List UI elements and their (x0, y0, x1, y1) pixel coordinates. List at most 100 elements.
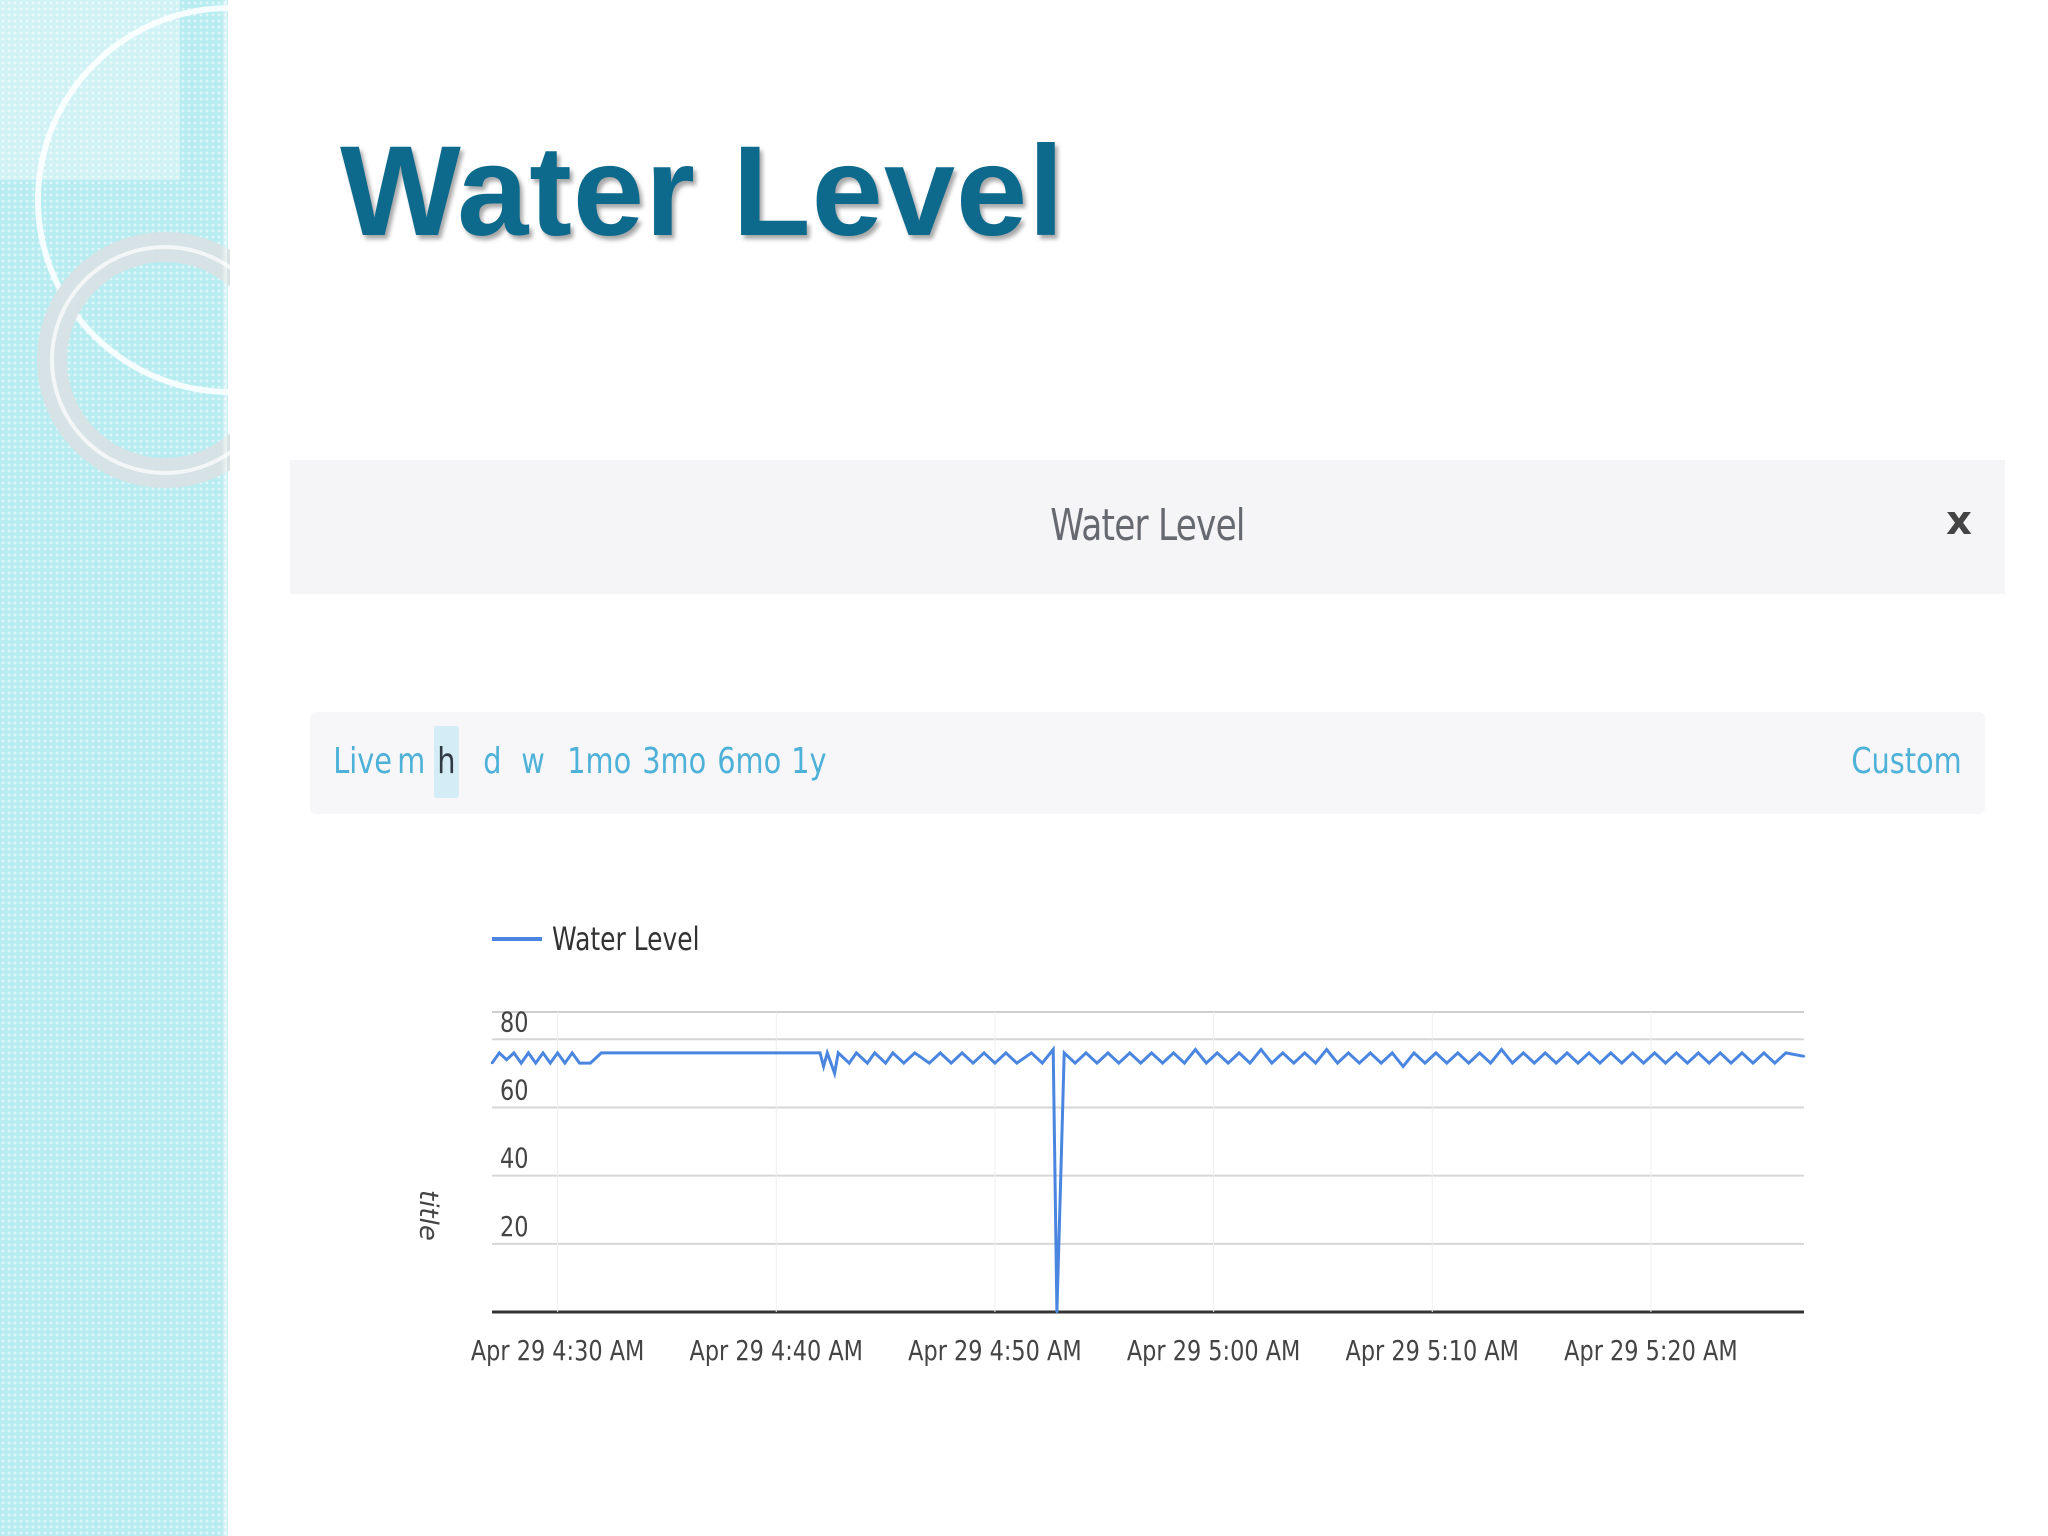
x-tick-label: Apr 29 4:50 AM (908, 1333, 1082, 1366)
data-point (1055, 1310, 1059, 1314)
data-point (600, 1051, 603, 1055)
x-tick-label: Apr 29 5:20 AM (1564, 1333, 1738, 1366)
y-tick-label: 60 (500, 1073, 528, 1106)
panel-title: Water Level (1050, 500, 1245, 551)
data-point (1773, 1061, 1777, 1065)
data-point (549, 1061, 552, 1065)
data-point (1412, 1051, 1416, 1055)
data-point (1719, 1051, 1722, 1055)
data-point (1015, 1061, 1018, 1065)
data-point (1161, 1061, 1164, 1065)
data-point (1227, 1061, 1230, 1065)
data-point (848, 1061, 851, 1065)
data-point (960, 1051, 964, 1055)
data-point (1128, 1051, 1131, 1055)
data-point (1544, 1051, 1547, 1055)
data-point (1598, 1061, 1602, 1065)
data-point (1117, 1061, 1120, 1065)
data-point (589, 1061, 592, 1065)
range-option-custom[interactable]: Custom (1851, 741, 1962, 782)
data-point (1183, 1061, 1186, 1065)
range-option-live[interactable]: Live (333, 741, 393, 782)
data-point (950, 1061, 953, 1065)
data-point (1686, 1061, 1689, 1065)
range-option-3-months[interactable]: 3mo (642, 741, 707, 782)
data-point (1139, 1061, 1142, 1065)
range-option-hour[interactable]: h (434, 726, 459, 798)
range-option-1-year[interactable]: 1y (791, 741, 827, 782)
data-point (1511, 1061, 1514, 1065)
data-point (1369, 1051, 1372, 1055)
range-option-day[interactable]: d (483, 741, 502, 782)
data-point (1259, 1048, 1263, 1051)
range-option-6-months[interactable]: 6mo (717, 741, 782, 782)
data-point (971, 1061, 975, 1065)
data-point (1784, 1051, 1788, 1055)
data-point (534, 1061, 537, 1065)
data-point (1325, 1048, 1328, 1051)
decorative-side-band (0, 0, 230, 1536)
y-axis-title: title (413, 1190, 443, 1241)
data-point (1347, 1051, 1350, 1055)
data-point (520, 1061, 523, 1065)
data-point (1281, 1051, 1284, 1055)
panel-header: Water Level x (290, 460, 2005, 594)
data-point (1802, 1055, 1806, 1058)
data-point (1467, 1061, 1470, 1065)
x-tick-label: Apr 29 4:40 AM (690, 1333, 864, 1366)
data-point (1423, 1061, 1427, 1065)
data-point (818, 1051, 822, 1055)
y-tick-label: 80 (500, 1005, 528, 1038)
data-point (1642, 1061, 1645, 1065)
water-level-chart: 20 40 60 80 Apr 29 4:30 AM Apr 29 4:40 AM Apr … (380, 900, 1820, 1400)
data-point (1576, 1061, 1580, 1065)
data-point (1106, 1051, 1110, 1055)
data-point (1205, 1061, 1208, 1065)
data-point (1358, 1061, 1361, 1065)
data-point (1303, 1051, 1306, 1055)
data-point (1172, 1051, 1175, 1055)
data-point (1336, 1061, 1339, 1065)
data-point (1041, 1061, 1044, 1065)
data-point (1751, 1061, 1755, 1065)
y-tick-label: 20 (500, 1209, 528, 1242)
data-point (505, 1058, 508, 1061)
data-point (891, 1051, 895, 1055)
data-point (512, 1051, 516, 1055)
data-point (1059, 1184, 1062, 1188)
data-point (556, 1051, 559, 1055)
data-point (1030, 1051, 1033, 1055)
data-point (1522, 1051, 1525, 1055)
data-point (1380, 1061, 1383, 1065)
close-button[interactable]: x (1946, 498, 1972, 544)
data-point (1095, 1061, 1099, 1065)
data-point (833, 1072, 836, 1075)
data-point (1292, 1061, 1295, 1065)
data-point (939, 1051, 942, 1055)
decorative-rings (0, 0, 230, 488)
data-point (1445, 1061, 1449, 1065)
data-point (1708, 1061, 1711, 1065)
data-point (1555, 1061, 1558, 1065)
data-point (1063, 1051, 1066, 1055)
range-option-1-month[interactable]: 1mo (567, 741, 632, 782)
data-point (826, 1051, 829, 1055)
data-point (1052, 1048, 1055, 1051)
x-tick-label: Apr 29 5:00 AM (1127, 1333, 1301, 1366)
data-point (665, 1051, 669, 1055)
data-point (1434, 1051, 1438, 1055)
slide-title: Water Level (340, 120, 1065, 263)
data-point (1620, 1061, 1624, 1065)
series-line-water-level (490, 1045, 1805, 1313)
data-point (796, 1051, 800, 1055)
data-point (1456, 1051, 1460, 1055)
data-point (873, 1051, 876, 1055)
range-option-week[interactable]: w (521, 741, 545, 782)
data-point (1675, 1051, 1678, 1055)
data-point (855, 1051, 858, 1055)
data-point (578, 1061, 581, 1065)
data-point (1270, 1061, 1274, 1065)
range-option-minute[interactable]: m (397, 741, 426, 782)
data-point (731, 1051, 734, 1055)
data-point (1729, 1061, 1733, 1065)
